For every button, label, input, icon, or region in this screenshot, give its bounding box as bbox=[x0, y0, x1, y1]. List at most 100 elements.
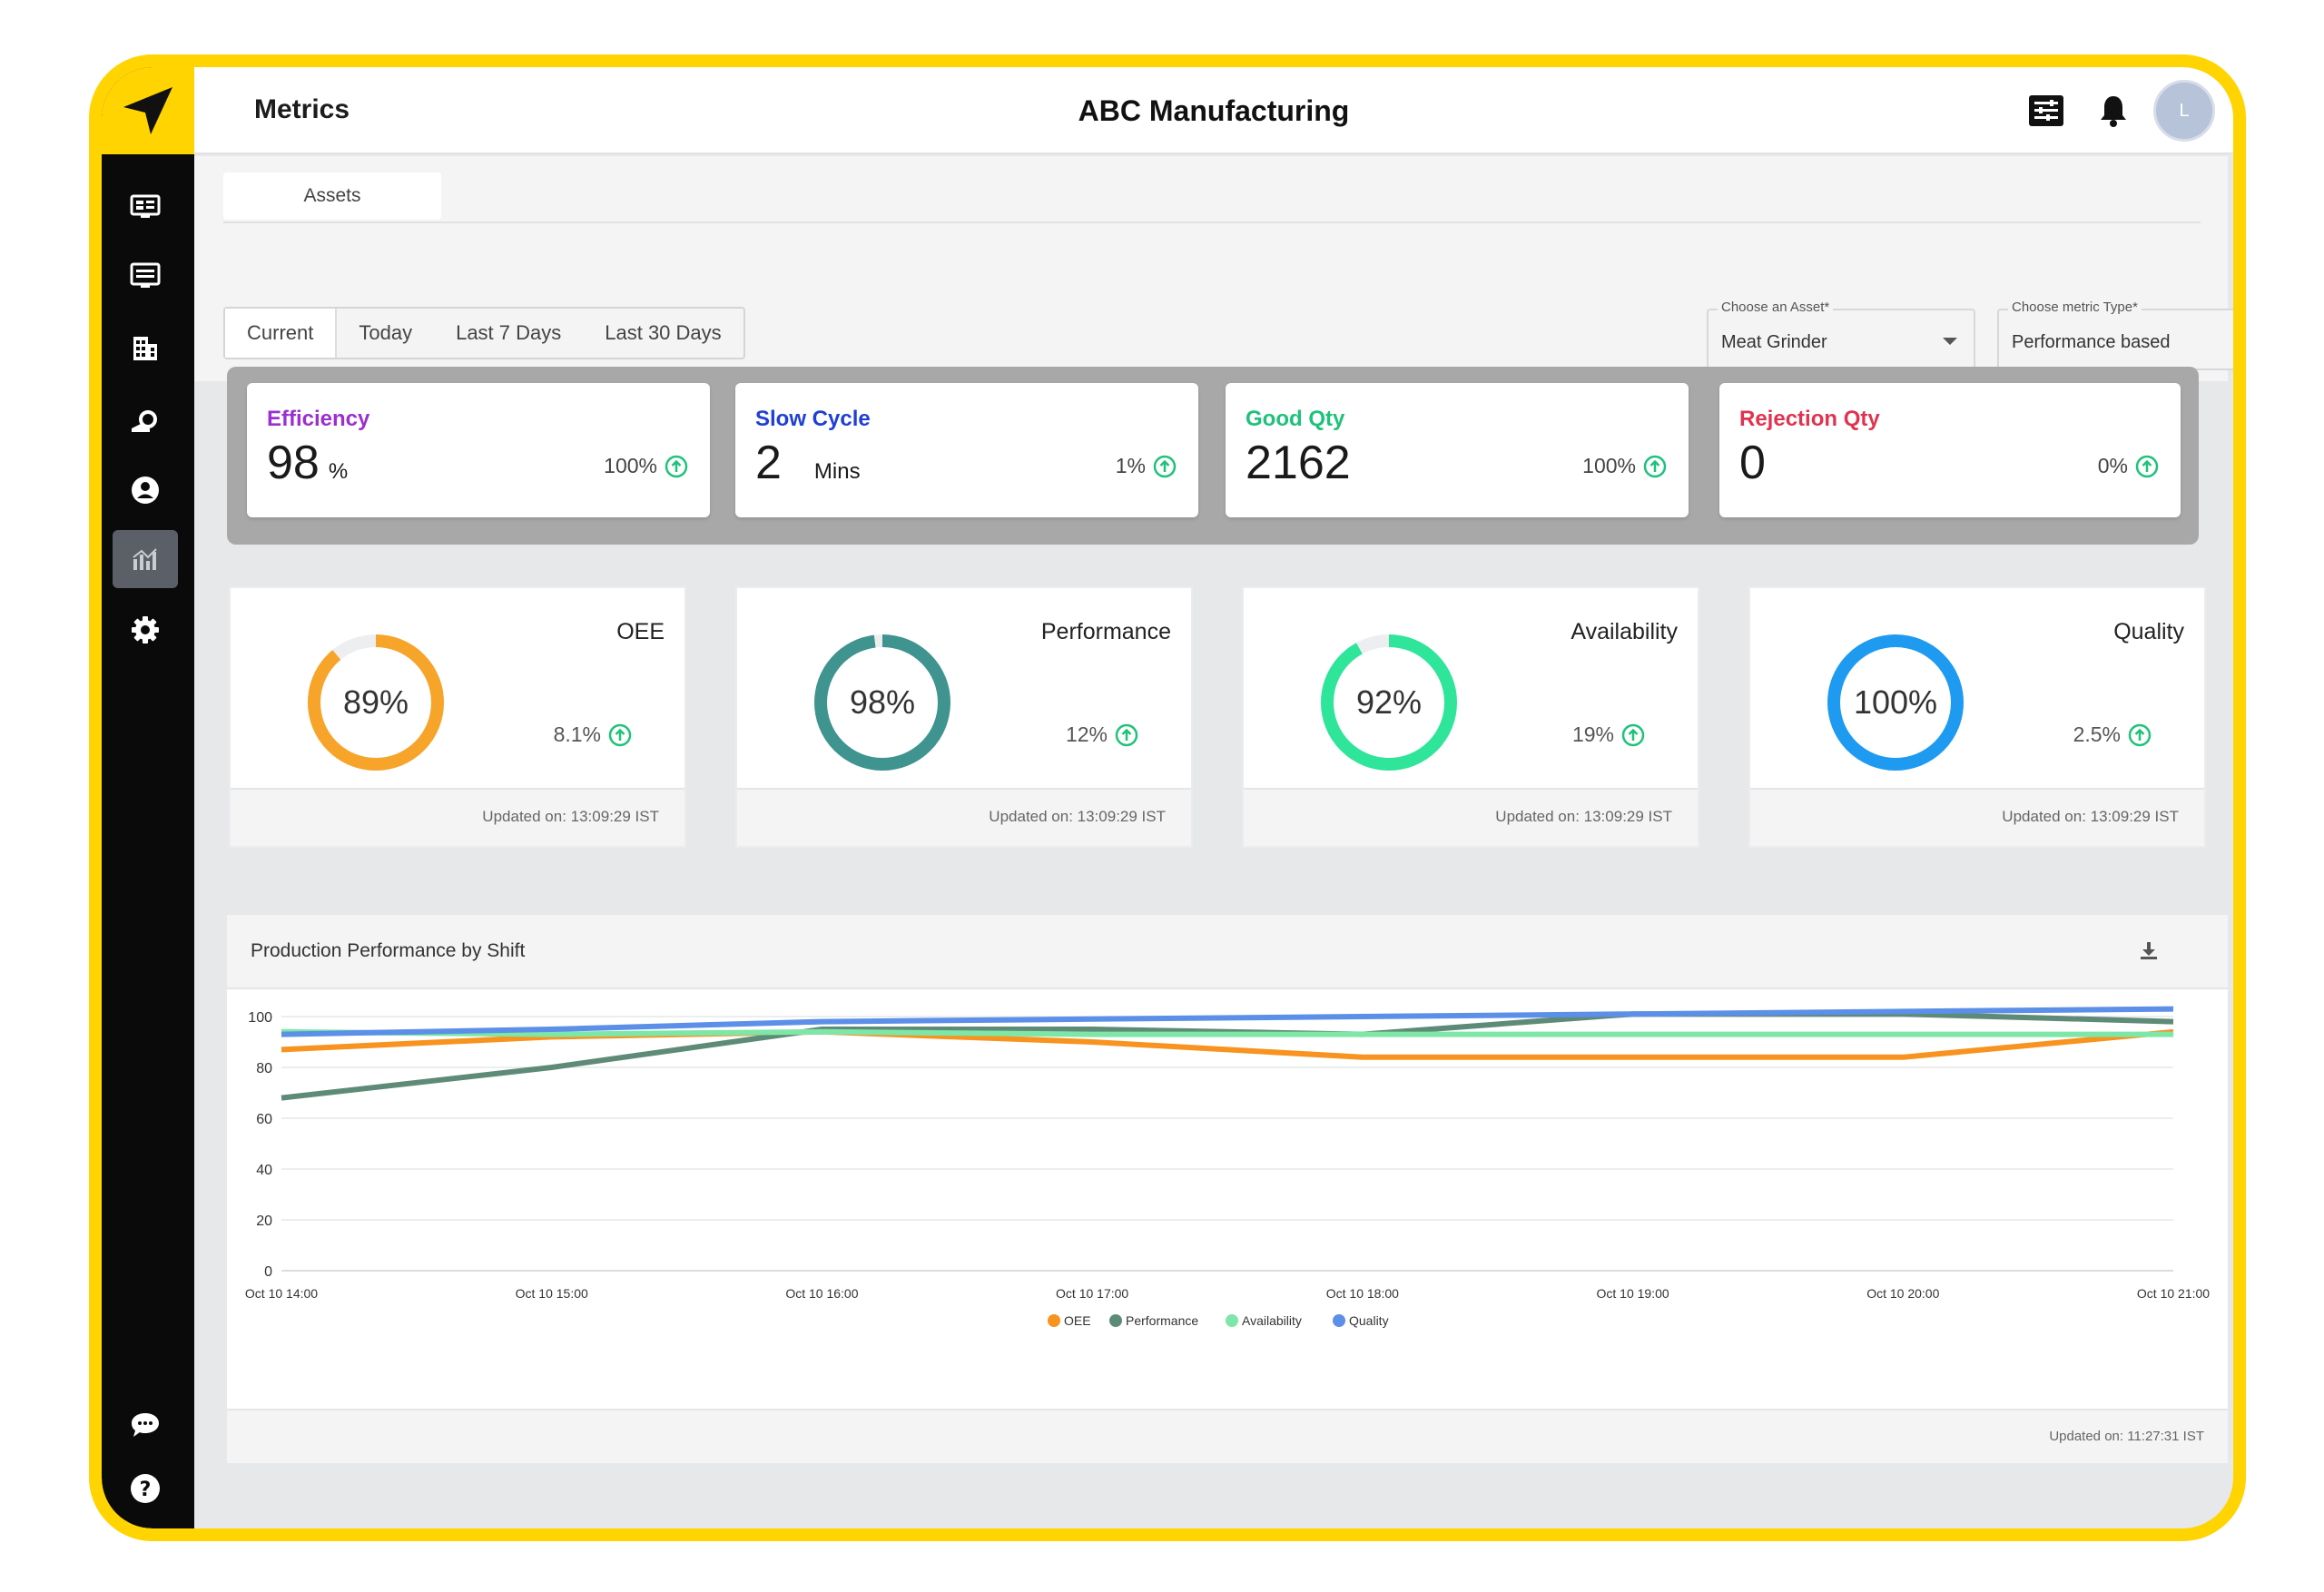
gauge-trend: 8.1% bbox=[554, 722, 632, 747]
y-tick-label: 40 bbox=[256, 1163, 272, 1178]
legend-label: OEE bbox=[1064, 1313, 1091, 1328]
range-last-30-days-button[interactable]: Last 30 Days bbox=[605, 321, 722, 344]
range-last-7-days-button[interactable]: Last 7 Days bbox=[456, 321, 562, 344]
y-tick-label: 20 bbox=[256, 1214, 272, 1229]
navigation-arrow-icon bbox=[123, 87, 172, 134]
filter-settings-button[interactable] bbox=[2026, 91, 2066, 131]
arrow-up-circle-icon bbox=[665, 455, 688, 477]
kpi-value: 2162 bbox=[1246, 437, 1351, 489]
kpi-unit: % bbox=[328, 459, 349, 484]
kpi-card-slow-cycle: Slow Cycle 2 Mins 1% bbox=[735, 383, 1198, 517]
list-icon bbox=[130, 262, 161, 288]
legend-label: Performance bbox=[1126, 1313, 1198, 1328]
gear-icon bbox=[132, 616, 159, 644]
kpi-trend: 1% bbox=[1116, 454, 1177, 478]
kpi-trend: 100% bbox=[1582, 454, 1667, 478]
kpi-value: 0 bbox=[1739, 437, 1766, 489]
sidebar-item-settings[interactable] bbox=[113, 601, 178, 659]
gauge-value: 92% bbox=[1355, 683, 1423, 721]
kpi-label: Rejection Qty bbox=[1739, 407, 1880, 431]
page-title: Metrics bbox=[254, 94, 350, 124]
gauge-value: 98% bbox=[849, 683, 916, 721]
x-tick-label: Oct 10 16:00 bbox=[785, 1286, 858, 1301]
gauge-updated: Updated on: 13:09:29 IST bbox=[737, 788, 1191, 846]
y-tick-label: 60 bbox=[256, 1112, 272, 1127]
arrow-up-circle-icon bbox=[2135, 455, 2159, 477]
legend-label: Quality bbox=[1349, 1313, 1389, 1328]
chart-updated: Updated on: 11:27:31 IST bbox=[2049, 1429, 2204, 1444]
y-tick-label: 80 bbox=[256, 1061, 272, 1076]
filter-panel: Assets Current Today Last 7 Days Last 30… bbox=[194, 156, 2233, 381]
gauge-card-quality: Quality 100% 2.5% Updated on: 13:09:29 I… bbox=[1732, 568, 2222, 871]
app-window: ? Metrics ABC Manufacturing L Assets bbox=[102, 67, 2233, 1528]
x-tick-label: Oct 10 15:00 bbox=[516, 1286, 588, 1301]
analytics-icon bbox=[133, 548, 157, 570]
range-today-button[interactable]: Today bbox=[359, 321, 413, 344]
notifications-button[interactable] bbox=[2093, 91, 2133, 131]
sidebar-item-machine[interactable] bbox=[113, 392, 178, 450]
download-button[interactable] bbox=[2139, 940, 2159, 965]
arrow-up-circle-icon bbox=[1643, 455, 1667, 477]
device-frame: ? Metrics ABC Manufacturing L Assets bbox=[89, 54, 2246, 1541]
sliders-icon bbox=[2029, 95, 2063, 126]
tab-assets[interactable]: Assets bbox=[223, 172, 441, 220]
arrow-up-circle-icon bbox=[1115, 723, 1138, 746]
tab-divider bbox=[223, 221, 2201, 223]
x-tick-label: Oct 10 19:00 bbox=[1596, 1286, 1669, 1301]
arrow-up-circle-icon bbox=[1153, 455, 1177, 477]
dashboard-icon bbox=[130, 194, 161, 218]
asset-select[interactable]: Choose an Asset* Meat Grinder bbox=[1707, 300, 1975, 370]
machine-icon bbox=[132, 410, 157, 432]
sidebar: ? bbox=[102, 67, 194, 1528]
sidebar-item-building[interactable] bbox=[113, 319, 178, 378]
logo[interactable] bbox=[102, 67, 194, 154]
sidebar-item-help[interactable]: ? bbox=[113, 1459, 178, 1518]
kpi-card-efficiency: Efficiency 98% 100% bbox=[247, 383, 710, 517]
legend-marker bbox=[1226, 1314, 1238, 1327]
x-tick-label: Oct 10 18:00 bbox=[1326, 1286, 1399, 1301]
chat-icon bbox=[132, 1413, 159, 1437]
sidebar-item-analytics[interactable] bbox=[113, 530, 178, 588]
x-tick-label: Oct 10 17:00 bbox=[1056, 1286, 1128, 1301]
chart-title: Production Performance by Shift bbox=[251, 940, 526, 961]
topbar: Metrics ABC Manufacturing L bbox=[194, 67, 2233, 154]
oee-gauge bbox=[308, 634, 444, 771]
arrow-up-circle-icon bbox=[1621, 723, 1645, 746]
gauge-title: Quality bbox=[2113, 619, 2184, 644]
sidebar-item-chat[interactable] bbox=[113, 1396, 178, 1454]
gauge-arc bbox=[1827, 634, 1964, 771]
gauge-updated: Updated on: 13:09:29 IST bbox=[1750, 788, 2204, 846]
gauge-arc bbox=[1321, 634, 1457, 771]
gauge-panel: OEE 89% 8.1% Updated on: 13:09:29 IST bbox=[229, 586, 686, 848]
sidebar-item-user[interactable] bbox=[113, 461, 178, 519]
gauge-card-availability: Availability 92% 19% Updated on: 13:09:2… bbox=[1226, 568, 1716, 871]
range-current-button[interactable]: Current bbox=[225, 309, 338, 358]
kpi-label: Good Qty bbox=[1246, 407, 1345, 431]
chevron-down-icon bbox=[1943, 338, 1957, 345]
arrow-up-circle-icon bbox=[2128, 723, 2152, 746]
kpi-unit: Mins bbox=[813, 459, 861, 484]
gauge-value: 89% bbox=[342, 683, 409, 721]
sidebar-item-list[interactable] bbox=[113, 247, 178, 305]
x-tick-label: Oct 10 20:00 bbox=[1866, 1286, 1939, 1301]
svg-text:?: ? bbox=[140, 1479, 152, 1501]
gauge-arc bbox=[308, 634, 444, 771]
metric-type-select-label: Choose metric Type* bbox=[2008, 300, 2142, 315]
asset-select-value: Meat Grinder bbox=[1721, 332, 1827, 352]
building-icon bbox=[133, 337, 157, 360]
download-icon bbox=[2141, 942, 2157, 959]
gauge-panel: Quality 100% 2.5% Updated on: 13:09:29 I… bbox=[1748, 586, 2206, 848]
kpi-trend: 100% bbox=[604, 454, 688, 478]
chart-header: Production Performance by Shift bbox=[227, 915, 2228, 989]
user-avatar[interactable]: L bbox=[2153, 80, 2215, 142]
gauge-trend: 19% bbox=[1572, 722, 1645, 747]
kpi-band: Efficiency 98% 100% Slow Cycle 2 Mins 1% … bbox=[227, 367, 2199, 545]
chart-footer: Updated on: 11:27:31 IST bbox=[227, 1409, 2228, 1463]
gauge-card-oee: OEE 89% 8.1% Updated on: 13:09:29 IST bbox=[212, 568, 703, 871]
gauge-title: Availability bbox=[1571, 619, 1678, 644]
sidebar-item-dashboard[interactable] bbox=[113, 178, 178, 236]
x-tick-label: Oct 10 21:00 bbox=[2137, 1286, 2210, 1301]
metric-type-select[interactable]: Choose metric Type* Performance based bbox=[1997, 300, 2233, 370]
kpi-value: 2 Mins bbox=[755, 437, 861, 489]
gauge-card-performance: Performance 98% 12% Updated on: 13:09:29… bbox=[719, 568, 1209, 871]
